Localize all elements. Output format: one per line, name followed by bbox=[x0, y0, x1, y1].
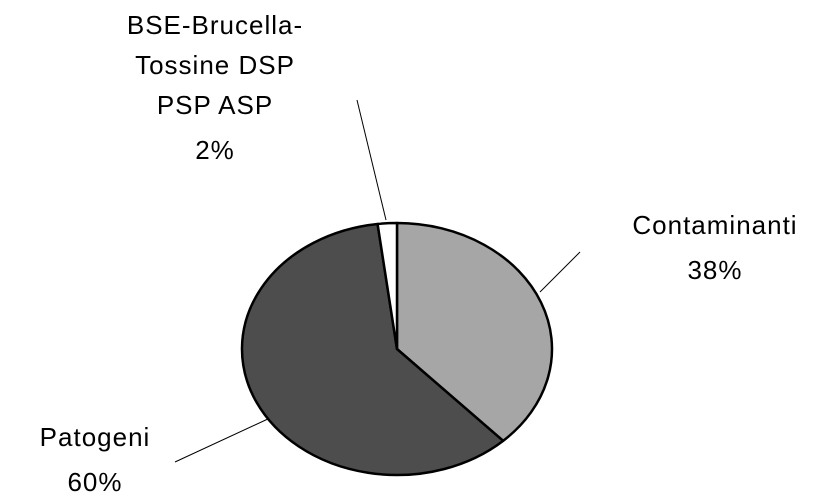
pie-slice bbox=[395, 221, 554, 443]
pie-slice bbox=[376, 221, 399, 351]
slice-value-label: 60% bbox=[67, 467, 123, 497]
pie-slice bbox=[240, 222, 505, 477]
slice-value-label: 38% bbox=[687, 255, 743, 285]
slice-value-label: 2% bbox=[195, 135, 235, 165]
leader-line bbox=[174, 417, 271, 463]
leader-line bbox=[539, 251, 581, 293]
slice-label: Contaminanti bbox=[632, 210, 798, 240]
slice-label: Patogeni bbox=[39, 422, 151, 452]
leader-line bbox=[356, 99, 387, 221]
slice-label: BSE-Brucella-Tossine DSP PSP ASP bbox=[126, 10, 304, 120]
